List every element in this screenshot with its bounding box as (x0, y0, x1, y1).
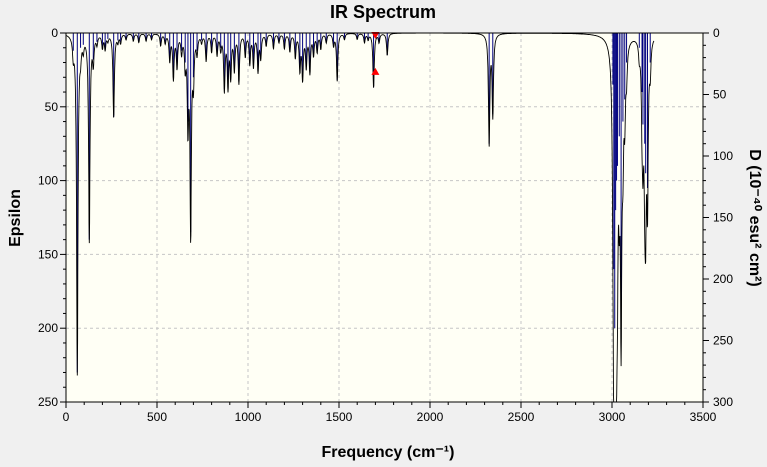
plot-area (66, 33, 703, 402)
y2-tick-label: 200 (713, 272, 733, 286)
y-tick-label: 250 (38, 395, 58, 409)
y2-axis-label: D (10⁻⁴⁰ esu² cm²) (746, 149, 763, 286)
y2-tick-label: 250 (713, 334, 733, 348)
x-tick-label: 500 (147, 410, 167, 424)
y-axis-right: 0 50 100 150 200 250 300 (703, 26, 733, 409)
x-tick-label: 0 (63, 410, 70, 424)
x-tick-label: 3500 (690, 410, 717, 424)
y2-tick-label: 300 (713, 395, 733, 409)
peak-marker (371, 67, 380, 75)
x-axis: 0 500 1000 1500 2000 2500 3000 3500 (63, 402, 717, 424)
x-tick-label: 2500 (508, 410, 535, 424)
chart-title: IR Spectrum (330, 2, 436, 22)
y2-tick-label: 0 (713, 26, 720, 40)
x-tick-label: 1500 (326, 410, 353, 424)
y-tick-label: 150 (38, 247, 58, 261)
y2-tick-label: 150 (713, 211, 733, 225)
y2-tick-label: 50 (713, 88, 727, 102)
y-tick-label: 50 (45, 100, 59, 114)
y-tick-label: 0 (51, 26, 58, 40)
y-axis-left: 0 50 100 150 200 250 (38, 26, 66, 409)
y-tick-label: 100 (38, 174, 58, 188)
x-tick-label: 1000 (235, 410, 262, 424)
peak-marker (371, 32, 380, 39)
y2-tick-label: 100 (713, 149, 733, 163)
y-tick-label: 200 (38, 321, 58, 335)
peak-markers (371, 32, 380, 75)
x-tick-label: 3000 (599, 410, 626, 424)
y-axis-label: Epsilon (7, 189, 24, 247)
x-axis-label: Frequency (cm⁻¹) (322, 444, 455, 461)
x-tick-label: 2000 (417, 410, 444, 424)
